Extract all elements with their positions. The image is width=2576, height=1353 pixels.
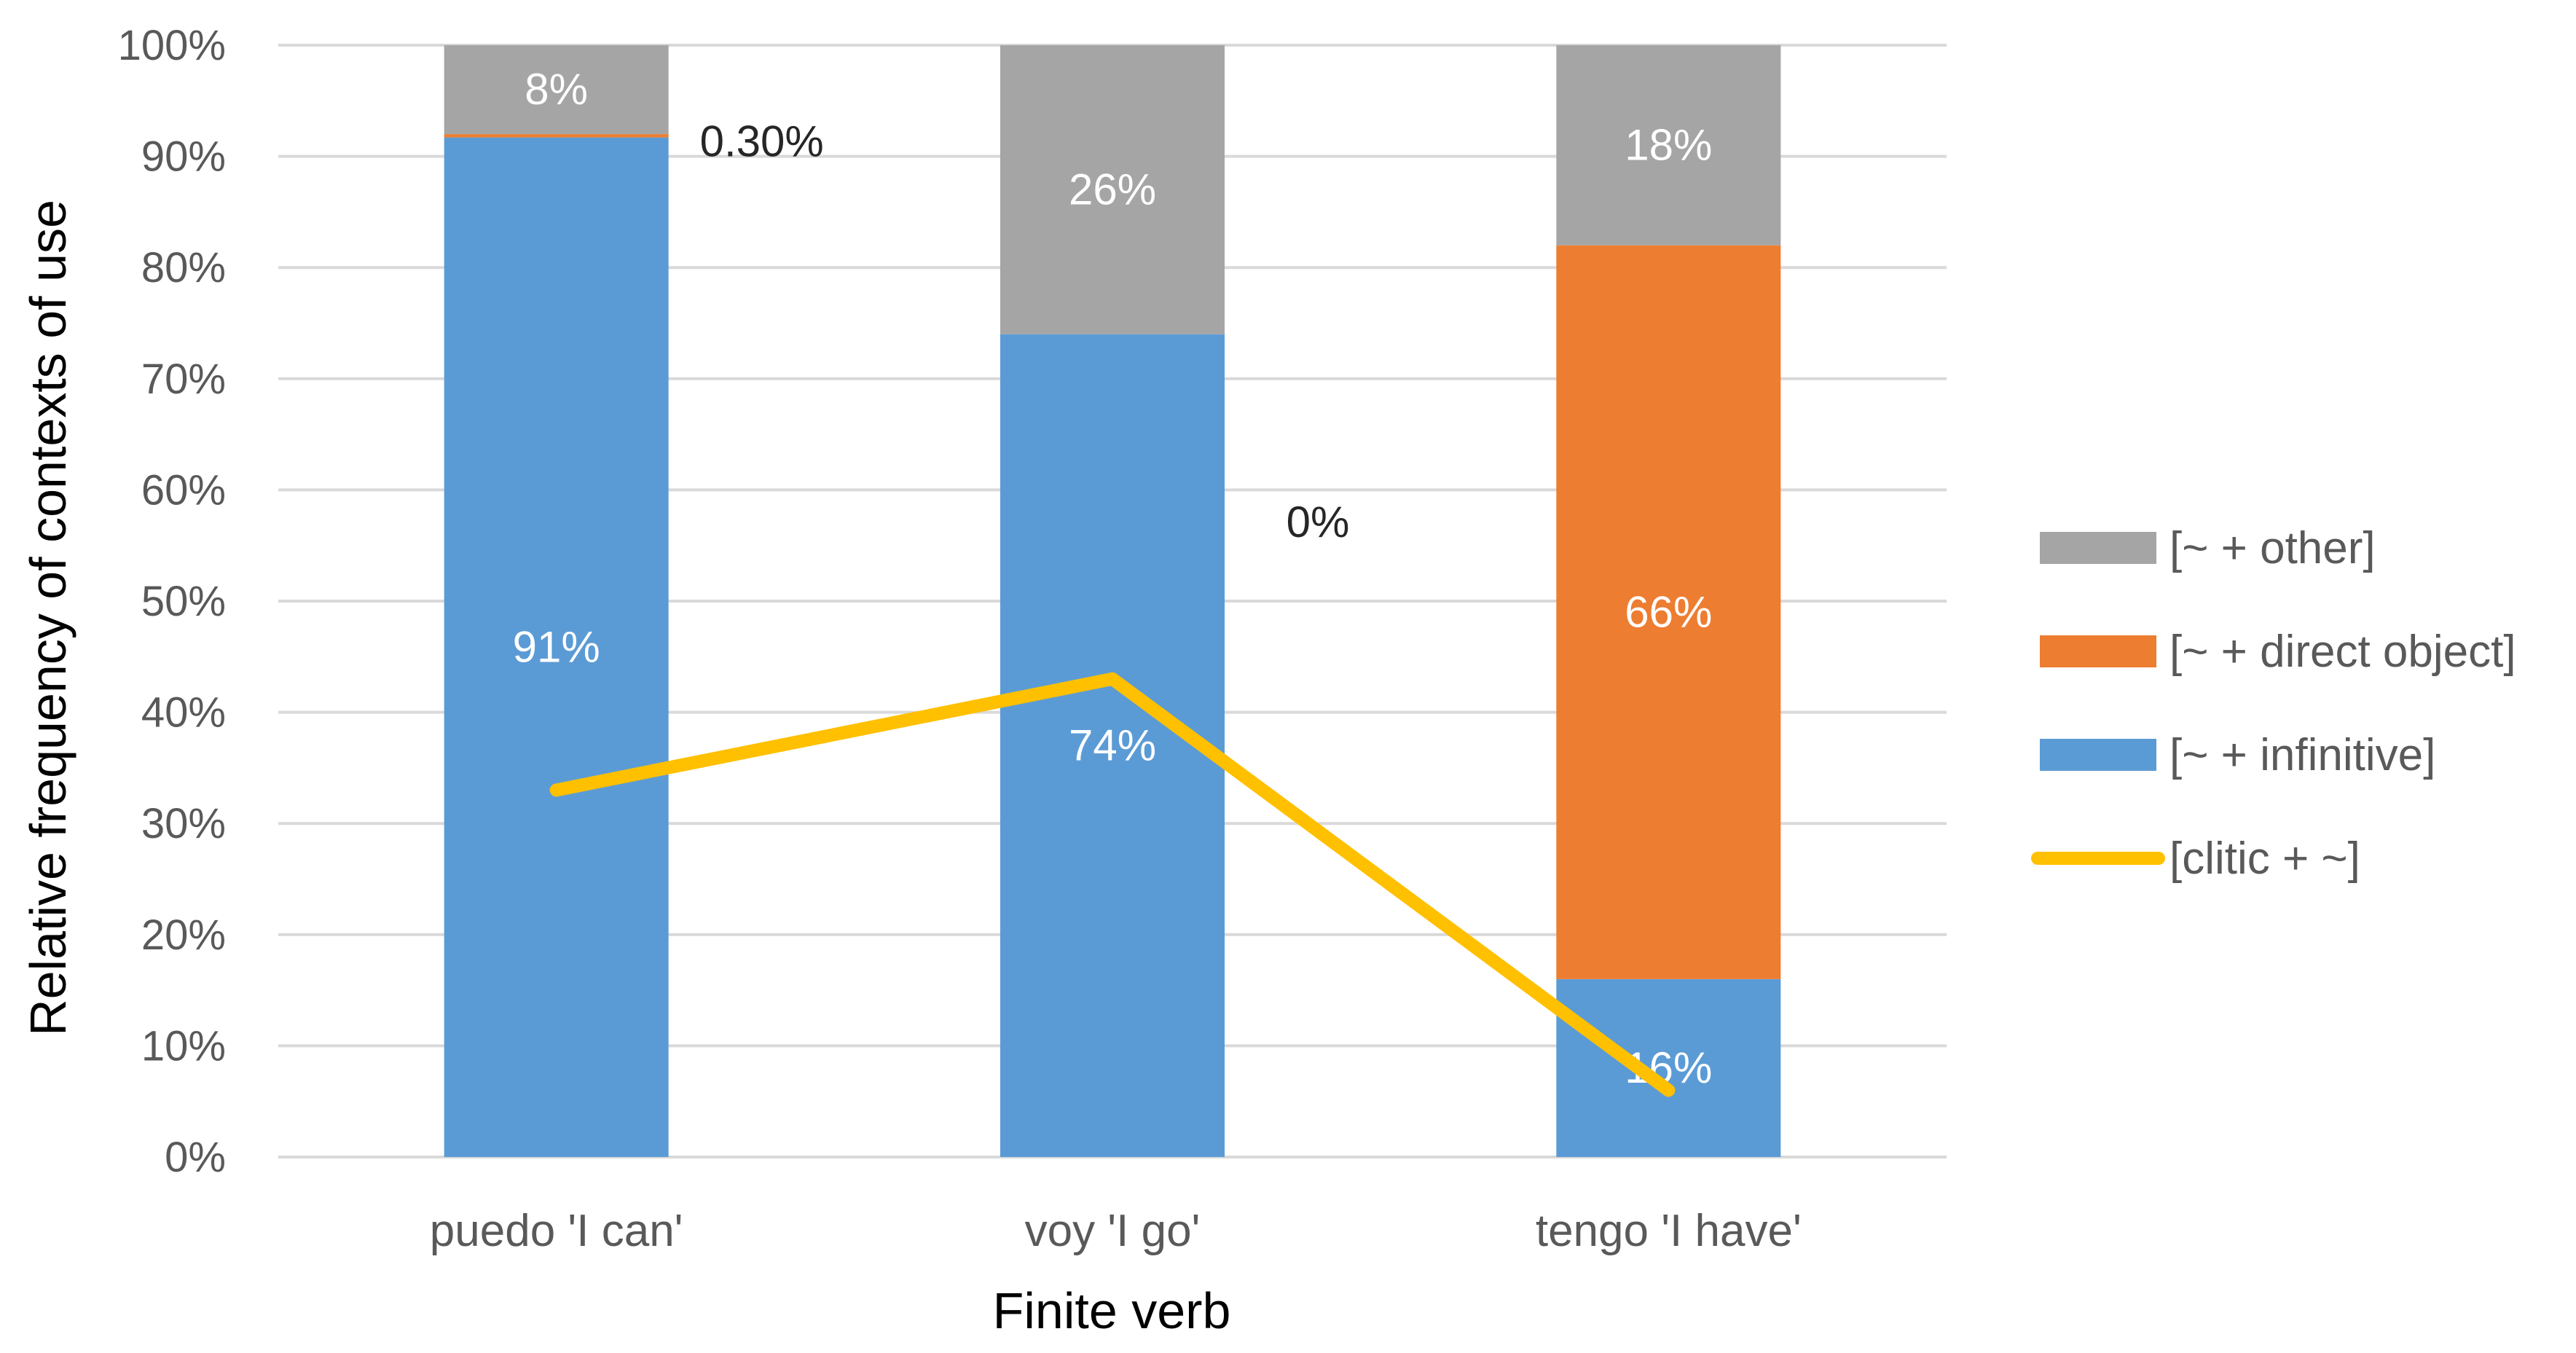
legend-label: [~ + infinitive] xyxy=(2169,730,2435,780)
bar-segment xyxy=(444,45,669,135)
line-point xyxy=(1112,678,1113,680)
y-tick-label: 90% xyxy=(141,133,226,181)
legend: [~ + other] [~ + direct object] [~ + infin… xyxy=(2031,523,2516,884)
y-axis-ticks: 0% 10% 20% 30% 40% 50% 60% 70% 80% 90% 100% xyxy=(118,22,226,1181)
data-label: 8% xyxy=(525,65,588,114)
x-category-label: voy 'I go' xyxy=(1025,1206,1201,1256)
y-tick-label: 70% xyxy=(141,356,226,403)
legend-label: [clitic + ~] xyxy=(2169,834,2360,884)
bar-segment xyxy=(1556,45,1781,246)
line-point xyxy=(1668,1089,1670,1091)
data-label: 91% xyxy=(513,622,600,671)
x-category-label: tengo 'I have' xyxy=(1536,1206,1802,1256)
bar-segment xyxy=(1000,334,1225,1157)
bar-segment xyxy=(1556,979,1781,1157)
bar-segment xyxy=(1556,245,1781,979)
x-axis-categories: puedo 'I can' voy 'I go' tengo 'I have' xyxy=(430,1206,1802,1256)
x-axis-title: Finite verb xyxy=(993,1282,1231,1339)
bars xyxy=(444,45,1781,1158)
data-label: 74% xyxy=(1069,721,1156,769)
bar-segment xyxy=(1000,45,1225,334)
y-tick-label: 40% xyxy=(141,689,226,737)
y-tick-label: 100% xyxy=(118,22,226,69)
y-axis-title: Relative frequency of contexts of use xyxy=(20,200,76,1036)
y-tick-label: 50% xyxy=(141,578,226,625)
legend-swatch xyxy=(2040,635,2156,667)
bar-segment-labels: 91%0.30%8%74%0%26%16%66%18% xyxy=(513,65,1713,1092)
y-tick-label: 0% xyxy=(165,1134,226,1181)
data-label: 0% xyxy=(1287,498,1350,546)
legend-swatch xyxy=(2040,739,2156,771)
line-point xyxy=(555,789,557,791)
y-tick-label: 60% xyxy=(141,466,226,514)
y-tick-label: 30% xyxy=(141,800,226,847)
legend-label: [~ + direct object] xyxy=(2169,627,2516,677)
bar-segment xyxy=(444,134,669,138)
x-category-label: puedo 'I can' xyxy=(430,1206,683,1256)
y-tick-label: 10% xyxy=(141,1022,226,1070)
clitic-line-series xyxy=(549,672,1676,1097)
bar-segment xyxy=(444,137,669,1158)
legend-swatch xyxy=(2040,532,2156,564)
legend-label: [~ + other] xyxy=(2169,523,2376,573)
y-tick-label: 80% xyxy=(141,244,226,291)
y-tick-label: 20% xyxy=(141,911,226,959)
data-label: 0.30% xyxy=(700,117,824,165)
data-label: 18% xyxy=(1625,120,1712,169)
data-label: 26% xyxy=(1069,165,1156,213)
data-label: 66% xyxy=(1625,587,1712,636)
